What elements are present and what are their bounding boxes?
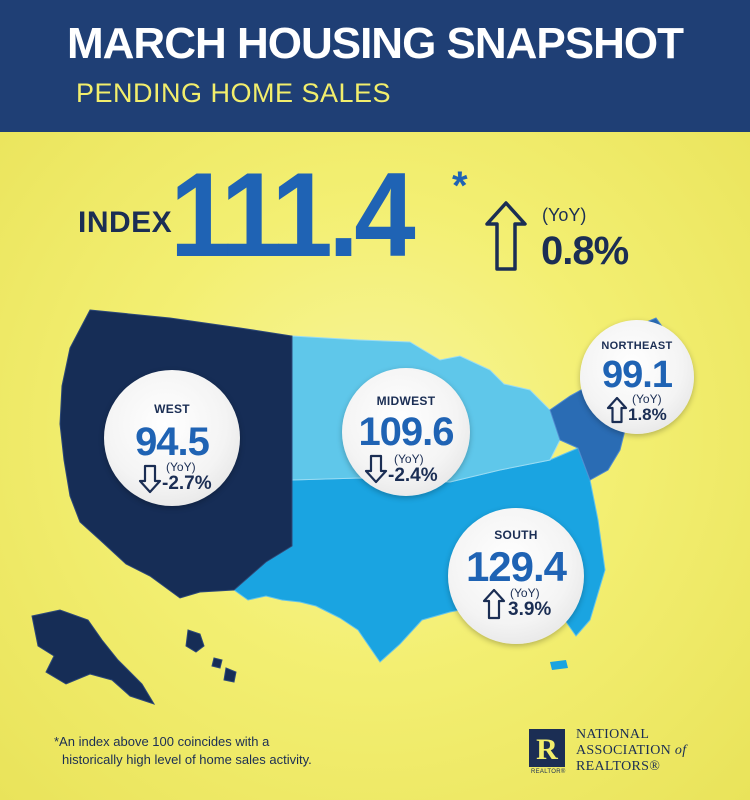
region-name: MIDWEST [376,394,436,408]
brand-line-2: ASSOCIATION of [576,743,687,758]
logo-caption: REALTOR® [531,769,566,775]
map-region-puerto-rico [550,660,568,670]
region-index-value: 99.1 [602,354,673,396]
realtor-logo-icon: R [529,729,565,767]
index-yoy-change: 0.8% [541,229,629,273]
region-yoy-label: (YoY) [394,452,424,466]
region-card-northeast: NORTHEAST 99.1 (YoY) 1.8% [580,320,694,434]
logo-letter: R [536,733,558,766]
brand-line-1: NATIONAL [576,727,650,742]
region-yoy-change: 1.8% [628,405,667,424]
region-index-value: 94.5 [135,420,210,464]
map-region-hawaii [185,629,237,683]
region-index-value: 109.6 [358,410,454,454]
index-yoy-label: (YoY) [542,205,587,225]
footnote: *An index above 100 coincides with a his… [54,733,312,769]
region-yoy-change: -2.4% [388,465,438,486]
region-yoy-label: (YoY) [510,586,540,600]
arrow-down-outline-icon [138,464,162,494]
arrow-up-outline-icon [606,396,628,424]
index-label: INDEX [78,206,173,239]
region-card-midwest: MIDWEST 109.6 (YoY) -2.4% [342,368,470,496]
arrow-up-outline-icon [485,201,527,271]
region-name: SOUTH [494,528,538,542]
region-card-south: SOUTH 129.4 (YoY) 3.9% [448,508,584,644]
page-subtitle: PENDING HOME SALES [76,78,392,108]
index-value: 111.4 [170,148,416,282]
brand-line-3: REALTORS® [576,759,661,774]
region-name: WEST [154,402,190,416]
arrow-down-outline-icon [364,454,388,484]
arrow-up-outline-icon [482,588,506,620]
page-title: MARCH HOUSING SNAPSHOT [66,19,684,68]
region-yoy-label: (YoY) [632,392,662,406]
footnote-line-2: historically high level of home sales ac… [62,752,312,767]
header-banner: MARCH HOUSING SNAPSHOT PENDING HOME SALE… [0,0,750,132]
region-index-value: 129.4 [465,543,567,590]
region-yoy-change: 3.9% [508,599,552,620]
brand-name: NATIONAL ASSOCIATION of REALTORS® [576,727,686,775]
us-region-map [31,309,667,705]
region-yoy-label: (YoY) [166,460,196,474]
map-region-alaska [31,609,156,705]
region-name: NORTHEAST [601,340,673,352]
region-card-west: WEST 94.5 (YoY) -2.7% [104,370,240,506]
region-yoy-change: -2.7% [162,473,212,494]
index-footnote-marker: * [452,164,468,208]
footnote-line-1: *An index above 100 coincides with a [54,734,270,749]
